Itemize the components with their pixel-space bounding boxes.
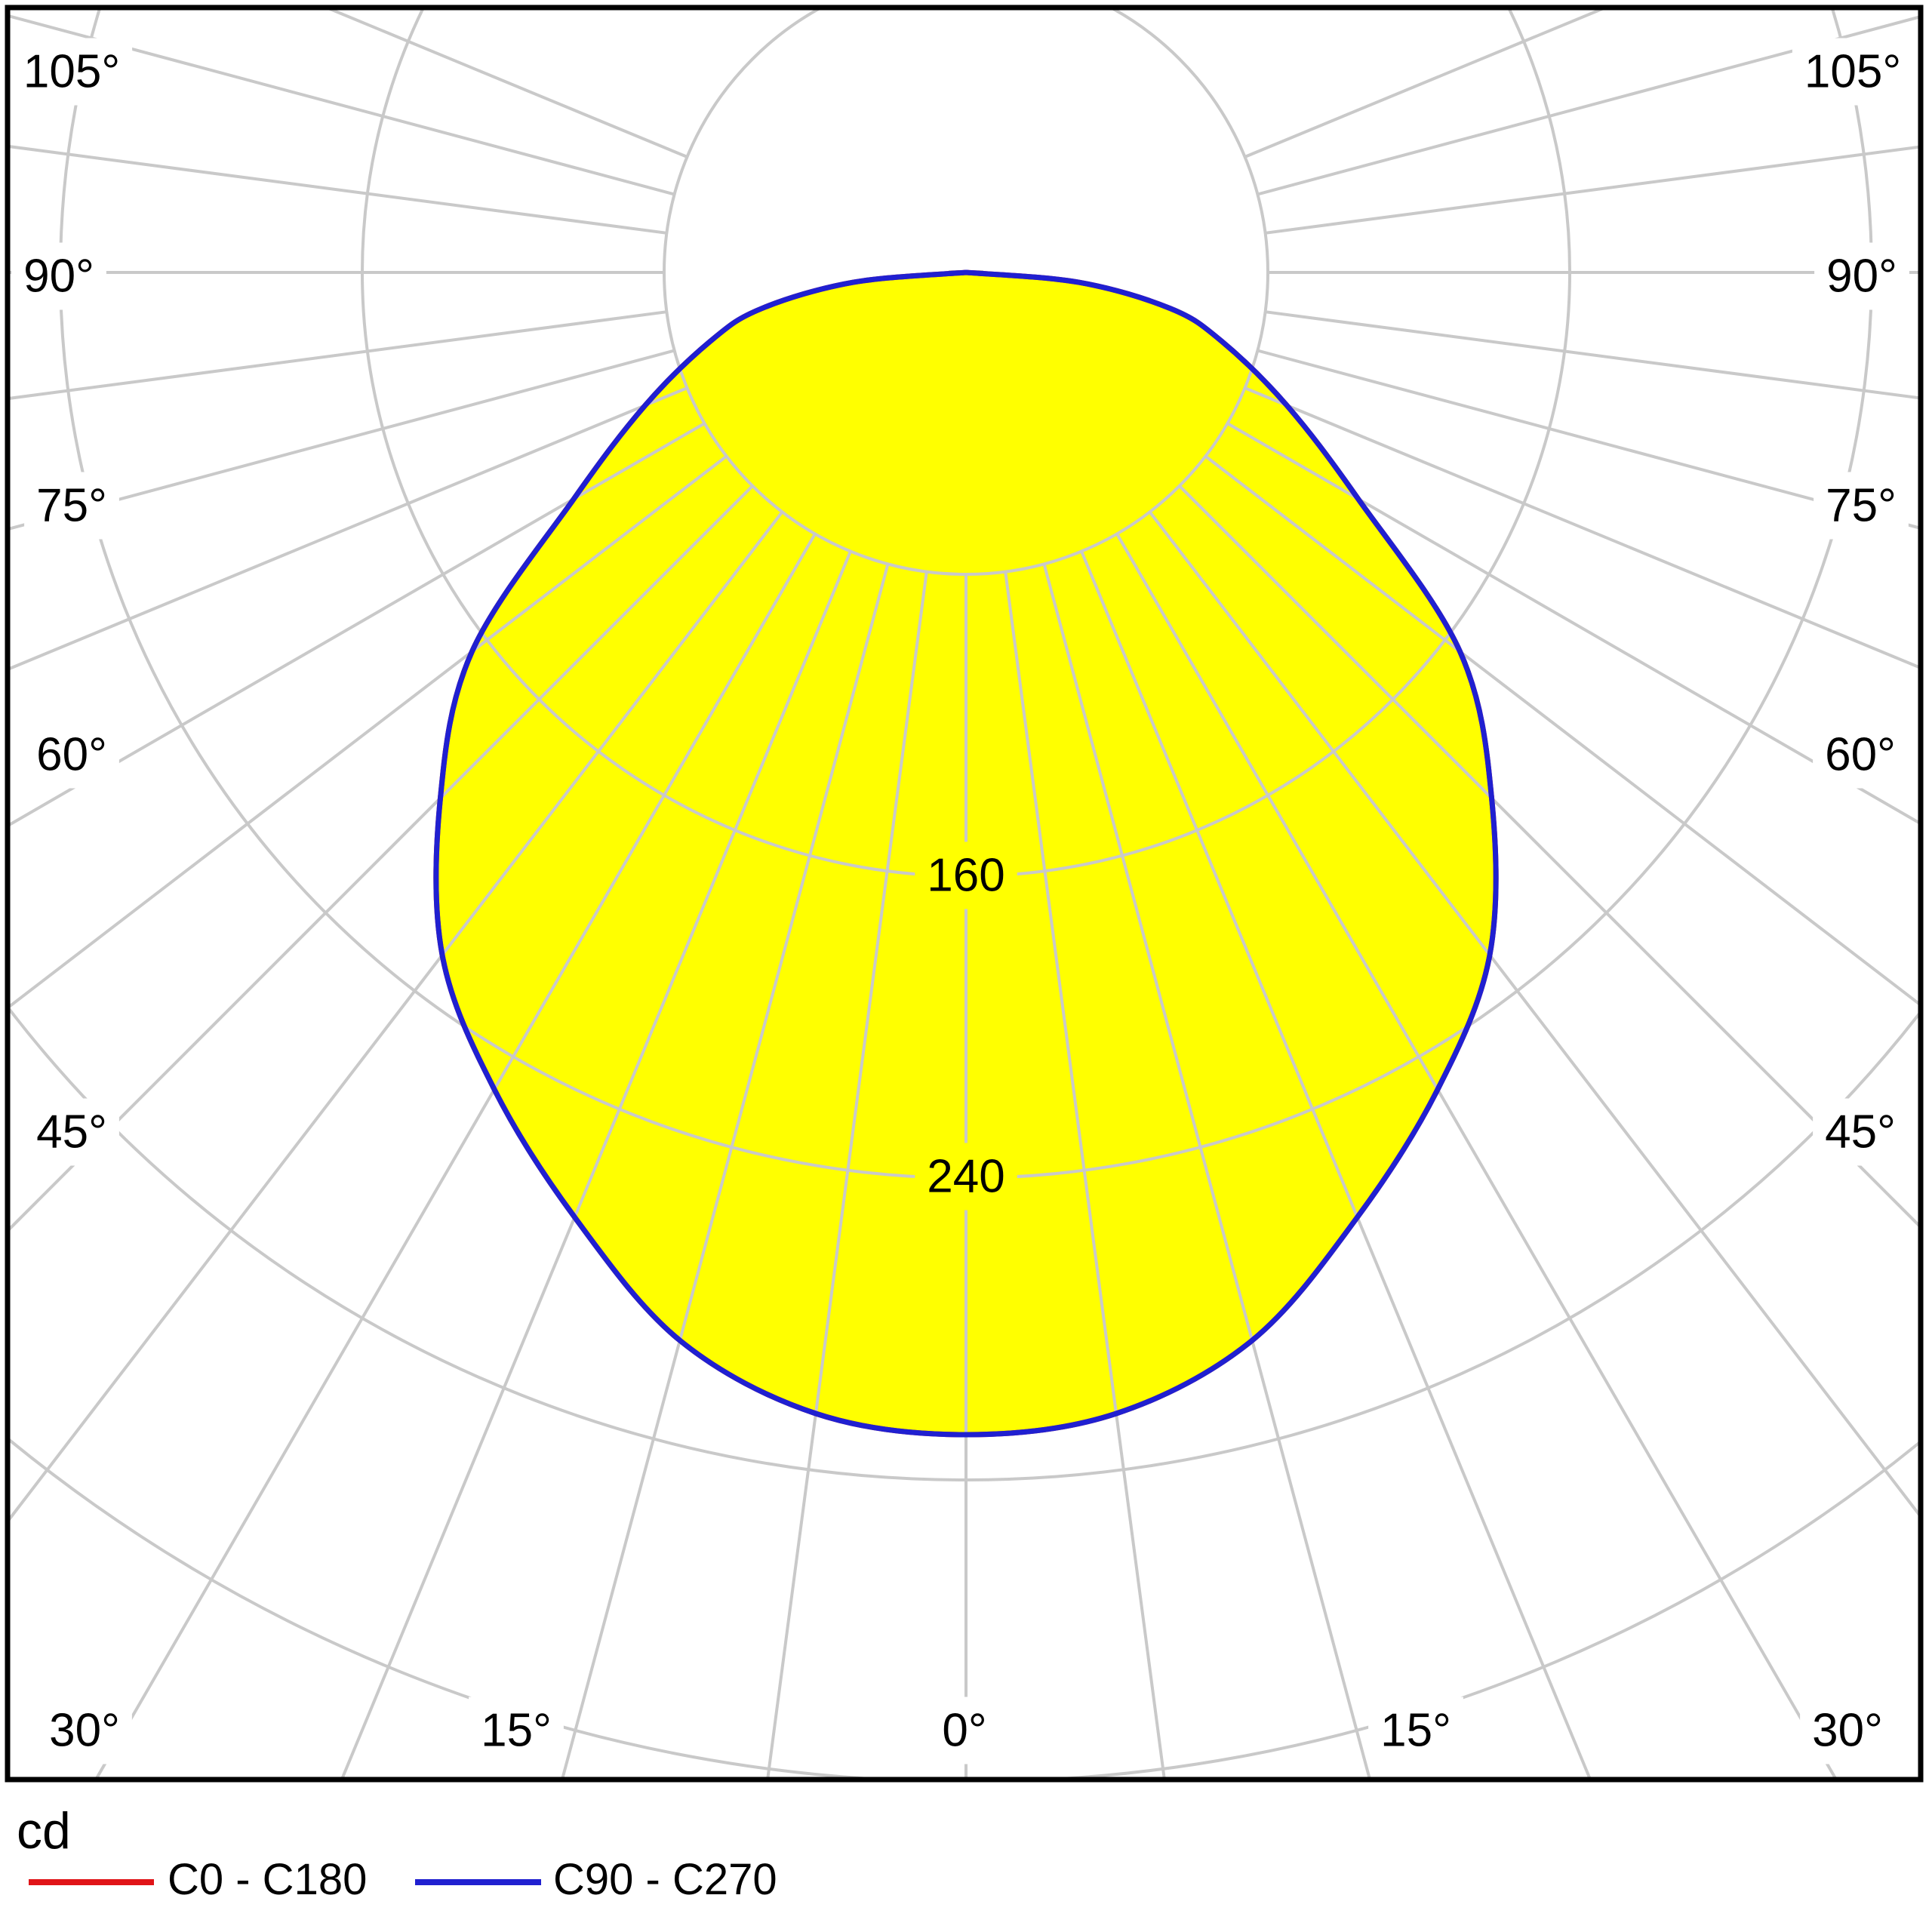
angle-label: 75° xyxy=(1826,480,1897,532)
angle-ray xyxy=(10,14,675,196)
label-halo xyxy=(1800,1697,1895,1764)
angle-ray xyxy=(328,10,688,158)
angle-ray xyxy=(1148,511,1918,1516)
angle-ray xyxy=(1004,571,1166,1777)
label-halo xyxy=(1813,721,1908,789)
label-halo xyxy=(1368,1697,1463,1764)
label-halo xyxy=(11,242,106,310)
angle-ray xyxy=(10,511,784,1521)
angle-label: 45° xyxy=(1825,1106,1896,1158)
angle-label: 0° xyxy=(942,1705,986,1757)
angle-ray xyxy=(10,454,728,1008)
label-halo xyxy=(1792,38,1914,106)
angle-ray xyxy=(1244,10,1604,158)
angle-label: 15° xyxy=(1380,1705,1451,1757)
angle-label: 75° xyxy=(36,480,107,532)
angle-ray xyxy=(10,422,706,826)
angle-ray xyxy=(1204,454,1918,1005)
angle-ray xyxy=(1226,422,1918,824)
angle-ray xyxy=(10,386,688,670)
angle-ray xyxy=(10,485,754,1231)
label-halo xyxy=(37,1697,132,1764)
angle-ray xyxy=(1178,485,1918,1227)
angle-label: 15° xyxy=(481,1705,552,1757)
angle-label: 45° xyxy=(36,1106,107,1158)
label-halo xyxy=(24,721,119,789)
label-halo xyxy=(24,1098,119,1166)
angle-ray xyxy=(1042,563,1371,1777)
label-halo xyxy=(1814,242,1909,310)
angle-ray xyxy=(10,310,667,400)
angle-label: 30° xyxy=(1812,1705,1883,1757)
angle-label: 60° xyxy=(36,729,107,781)
angle-ray xyxy=(1265,310,1918,400)
angle-ray xyxy=(1257,349,1918,530)
angle-label: 90° xyxy=(23,251,94,303)
ring-value-label: 240 xyxy=(927,1151,1004,1203)
label-halo xyxy=(1813,1098,1908,1166)
angle-ray xyxy=(1265,145,1918,235)
c90-c270-curve xyxy=(433,269,1499,1438)
ring-value-label: 160 xyxy=(927,850,1004,902)
angle-label: 90° xyxy=(1826,251,1897,303)
angle-ray xyxy=(766,571,928,1777)
angle-label: 30° xyxy=(49,1705,120,1757)
angle-ray xyxy=(1115,533,1837,1777)
angle-ray xyxy=(340,550,852,1777)
label-halo xyxy=(24,472,119,540)
angle-ray xyxy=(1257,15,1918,196)
angle-ray xyxy=(10,145,667,235)
angle-ray xyxy=(1080,550,1592,1777)
angle-label: 105° xyxy=(1804,46,1901,98)
angle-ray xyxy=(95,533,817,1777)
angle-label: 60° xyxy=(1825,729,1896,781)
label-halo xyxy=(11,38,133,106)
plot-frame xyxy=(5,5,1924,1783)
label-halo xyxy=(915,1143,1017,1211)
label-halo xyxy=(930,1697,999,1764)
angle-ray xyxy=(10,349,675,531)
angle-label: 105° xyxy=(23,46,120,98)
label-halo xyxy=(915,841,1017,909)
angle-ray xyxy=(561,563,890,1777)
label-halo xyxy=(469,1697,564,1764)
label-halo xyxy=(1814,472,1909,540)
angle-ray xyxy=(1244,386,1918,669)
